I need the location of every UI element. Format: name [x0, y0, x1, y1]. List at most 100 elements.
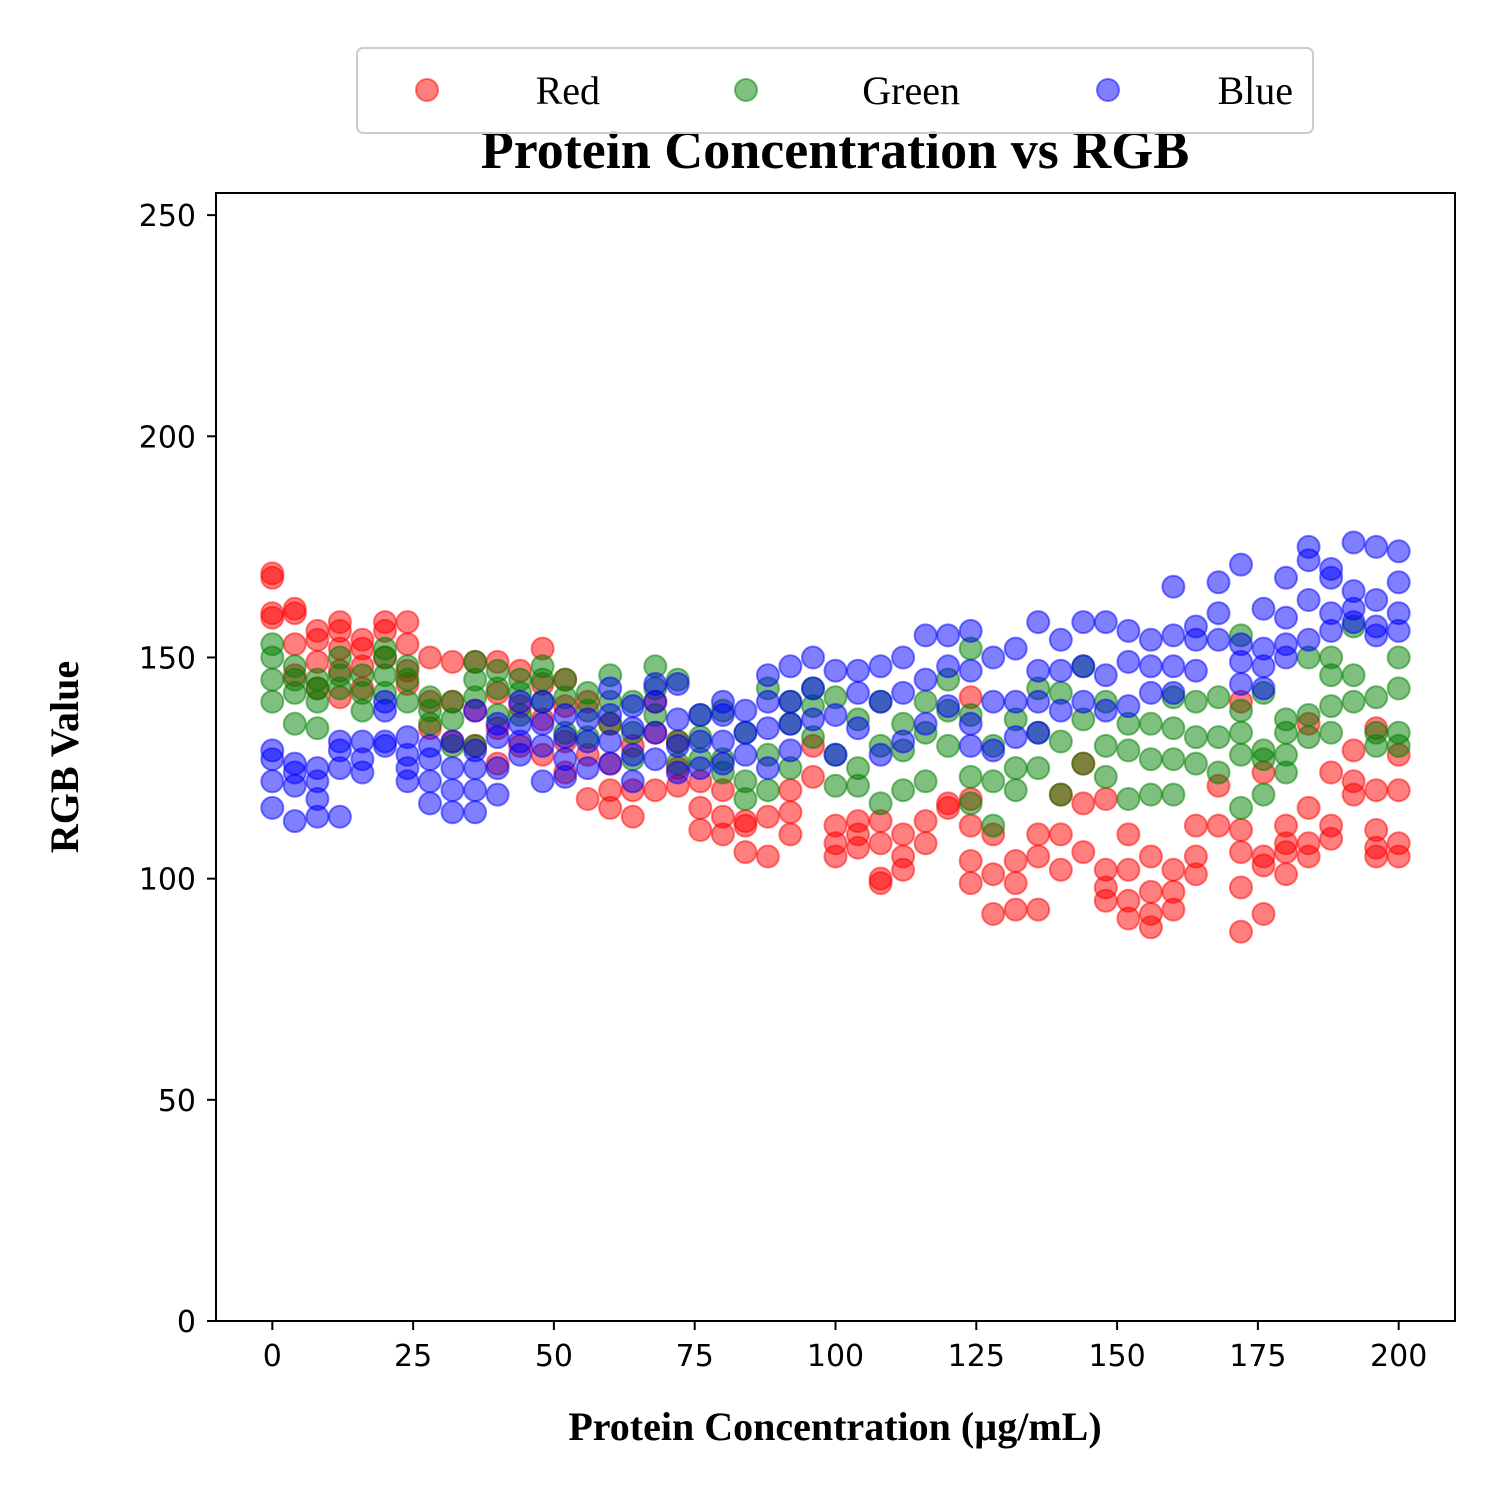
data-point: [1296, 725, 1321, 750]
data-point: [846, 835, 870, 860]
data-point: [846, 680, 870, 705]
data-point: [1364, 588, 1389, 612]
legend-marker-green: [734, 78, 758, 102]
data-point: [485, 676, 510, 701]
data-point: [1274, 720, 1298, 745]
data-point: [1229, 698, 1253, 723]
data-point: [778, 738, 803, 763]
data-point: [553, 725, 578, 750]
data-point: [710, 703, 735, 727]
data-point: [1138, 879, 1163, 904]
data-point: [1251, 902, 1276, 926]
data-point: [350, 760, 375, 785]
data-point: [733, 742, 758, 767]
data-point: [508, 689, 533, 714]
data-point: [282, 773, 307, 798]
data-point: [463, 756, 488, 781]
data-point: [1138, 627, 1163, 652]
data-point: [1251, 747, 1276, 772]
data-point: [958, 871, 983, 896]
data-point: [913, 667, 938, 692]
data-point: [1274, 565, 1298, 590]
data-point: [1003, 636, 1028, 661]
data-point: [823, 703, 848, 727]
y-tick-label: 150: [139, 641, 196, 676]
data-point: [891, 857, 916, 882]
data-point: [1048, 729, 1073, 754]
data-point: [1364, 778, 1389, 803]
data-point: [801, 707, 825, 732]
data-point: [778, 778, 803, 803]
data-point: [1229, 552, 1253, 577]
data-point: [395, 632, 420, 657]
data-point: [733, 698, 758, 723]
data-point: [553, 703, 578, 727]
data-point: [1296, 703, 1321, 727]
data-point: [440, 707, 465, 732]
data-point: [327, 804, 352, 829]
data-point: [823, 844, 848, 869]
data-point: [598, 795, 623, 820]
data-point: [913, 831, 938, 856]
x-tick-label: 25: [394, 1339, 432, 1374]
data-point: [981, 769, 1006, 794]
data-point: [260, 747, 285, 772]
data-point: [755, 663, 780, 688]
data-point: [1206, 685, 1231, 710]
y-tick-label: 0: [177, 1305, 196, 1340]
data-point: [1183, 751, 1208, 776]
data-point: [1026, 844, 1051, 869]
data-point: [1048, 782, 1073, 807]
data-point: [958, 618, 983, 643]
data-point: [688, 756, 713, 781]
data-point: [1274, 645, 1298, 670]
data-point: [1341, 530, 1366, 555]
data-point: [981, 902, 1006, 926]
data-point: [778, 711, 803, 736]
data-point: [823, 773, 848, 798]
data-point: [1116, 618, 1141, 643]
data-point: [1274, 605, 1298, 630]
data-point: [1341, 689, 1366, 714]
data-point: [688, 703, 713, 727]
x-tick-label: 50: [535, 1339, 573, 1374]
data-point: [395, 610, 420, 635]
data-point: [620, 742, 645, 767]
data-point: [463, 698, 488, 723]
data-point: [418, 791, 442, 816]
data-point: [530, 769, 555, 794]
data-point: [936, 795, 961, 820]
x-tick-label: 200: [1370, 1339, 1427, 1374]
data-point: [1341, 610, 1366, 635]
data-point: [868, 871, 893, 896]
data-point: [598, 676, 623, 701]
data-point: [913, 769, 938, 794]
data-point: [440, 756, 465, 781]
data-point: [1274, 760, 1298, 785]
data-point: [936, 623, 961, 648]
data-point: [958, 849, 983, 873]
data-point: [260, 667, 285, 692]
data-point: [395, 689, 420, 714]
data-point: [1048, 658, 1073, 683]
data-point: [1026, 689, 1051, 714]
x-axis-title: Protein Concentration (µg/mL): [568, 1404, 1101, 1449]
data-point: [282, 601, 307, 626]
data-point: [913, 711, 938, 736]
data-point: [710, 751, 735, 776]
data-point: [1093, 888, 1118, 913]
data-point: [665, 672, 690, 696]
data-point: [1386, 733, 1411, 758]
legend-items: Red Green Blue: [415, 68, 1293, 113]
data-point: [350, 698, 375, 723]
data-point: [958, 764, 983, 789]
data-point: [1093, 698, 1118, 723]
data-point: [282, 711, 307, 736]
data-point: [891, 729, 916, 754]
data-point: [485, 782, 510, 807]
data-point: [1161, 857, 1186, 882]
data-point: [553, 764, 578, 789]
data-point: [1048, 857, 1073, 882]
legend-label-blue: Blue: [1217, 68, 1293, 113]
